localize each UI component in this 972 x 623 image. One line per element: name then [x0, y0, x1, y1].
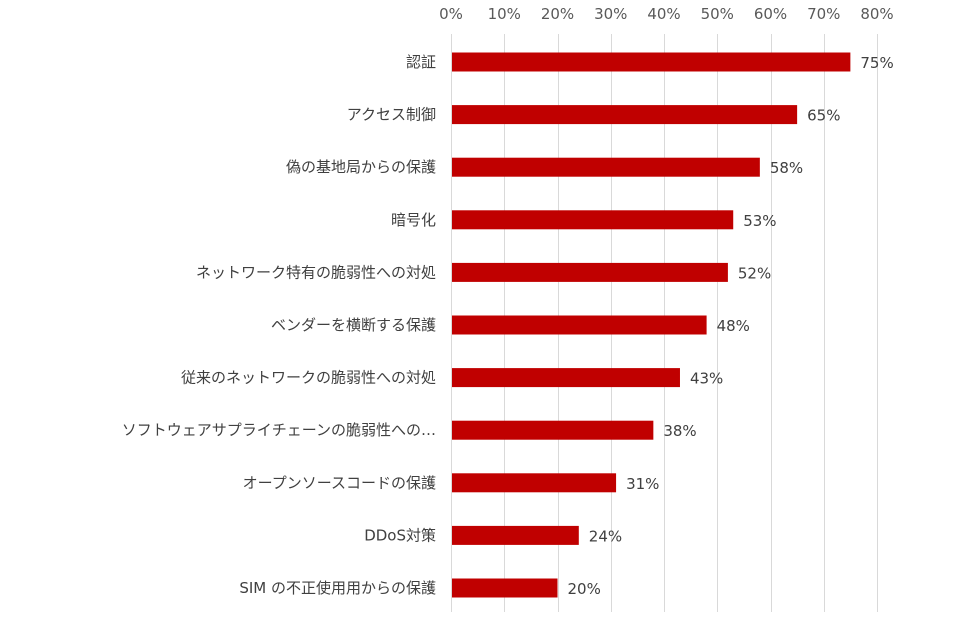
bar — [452, 578, 558, 598]
x-tick-label: 60% — [754, 5, 787, 23]
bar — [452, 210, 734, 230]
category-label: オープンソースコードの保護 — [243, 474, 436, 492]
bar — [452, 157, 760, 177]
x-tick-label: 30% — [594, 5, 627, 23]
bar — [452, 473, 617, 493]
category-label: 暗号化 — [391, 211, 436, 229]
category-labels: 認証アクセス制御偽の基地局からの保護暗号化ネットワーク特有の脆弱性への対処ベンダ… — [122, 53, 436, 597]
category-label: ベンダーを横断する保護 — [271, 316, 436, 334]
bar — [452, 368, 680, 388]
bar — [452, 52, 851, 72]
x-tick-label: 0% — [439, 5, 463, 23]
data-label: 75% — [860, 54, 893, 72]
data-label: 52% — [738, 264, 771, 282]
x-tick-label: 70% — [807, 5, 840, 23]
data-label: 65% — [807, 107, 840, 125]
data-label: 20% — [568, 580, 601, 598]
x-tick-label: 20% — [541, 5, 574, 23]
data-label: 24% — [589, 527, 622, 545]
data-label: 53% — [743, 212, 776, 230]
category-label: ソフトウェアサプライチェーンの脆弱性への… — [122, 421, 436, 439]
category-label: 認証 — [406, 53, 436, 71]
bar — [452, 262, 728, 282]
bars — [452, 52, 851, 598]
category-label: 偽の基地局からの保護 — [286, 158, 436, 176]
category-label: 従来のネットワークの脆弱性への対処 — [181, 369, 436, 387]
data-labels: 75% 65% 58% 53% 52% 48% 43% 38% 31% 24% 20% — [568, 54, 894, 598]
bar — [452, 315, 707, 335]
data-label: 58% — [770, 159, 803, 177]
data-label: 43% — [690, 370, 723, 388]
data-label: 38% — [663, 422, 696, 440]
x-tick-label: 80% — [860, 5, 893, 23]
x-tick-label: 50% — [701, 5, 734, 23]
bar — [452, 525, 579, 545]
bar — [452, 105, 798, 125]
data-label: 31% — [626, 475, 659, 493]
bar — [452, 420, 654, 440]
x-tick-label: 10% — [488, 5, 521, 23]
category-label: DDoS対策 — [364, 526, 436, 544]
category-label: ネットワーク特有の脆弱性への対処 — [196, 263, 436, 281]
x-axis-ticks: 0% 10% 20% 30% 40% 50% 60% 70% 80% — [439, 5, 894, 23]
x-tick-label: 40% — [647, 5, 680, 23]
data-label: 48% — [717, 317, 750, 335]
category-label: SIM の不正使用用からの保護 — [239, 579, 436, 597]
category-label: アクセス制御 — [347, 106, 436, 124]
